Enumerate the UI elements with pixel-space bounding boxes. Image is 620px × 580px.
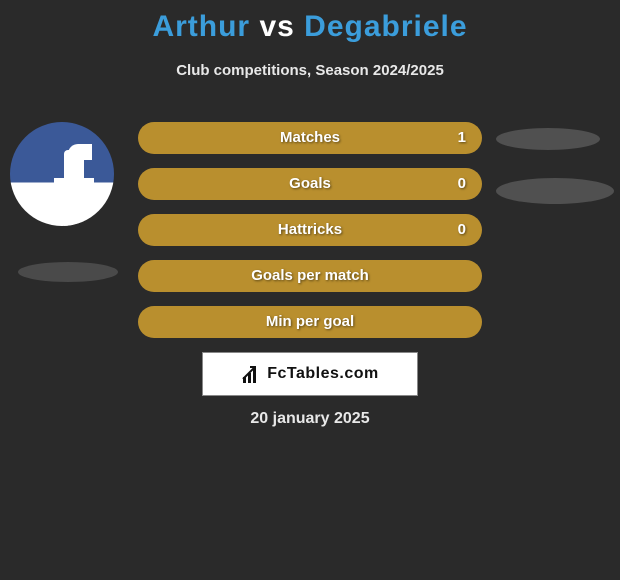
subtitle: Club competitions, Season 2024/2025	[0, 62, 620, 79]
stat-row-min-per-goal: Min per goal	[138, 306, 482, 338]
stat-row-hattricks: Hattricks 0	[138, 214, 482, 246]
stat-row-goals: Goals 0	[138, 168, 482, 200]
stat-value: 0	[458, 168, 466, 200]
bar-chart-arrow-icon	[241, 365, 261, 383]
stats-comparison-card: Arthur vs Degabriele Club competitions, …	[0, 0, 620, 580]
stat-label: Min per goal	[138, 306, 482, 338]
vs-separator: vs	[259, 10, 294, 43]
stat-label: Goals per match	[138, 260, 482, 292]
brand-text: FcTables.com	[267, 365, 379, 383]
stat-value: 1	[458, 122, 466, 154]
placeholder-shadow	[496, 128, 600, 150]
stats-list: Matches 1 Goals 0 Hattricks 0 Goals per …	[138, 122, 482, 352]
stat-label: Goals	[138, 168, 482, 200]
brand-attribution[interactable]: FcTables.com	[202, 352, 418, 396]
stat-label: Hattricks	[138, 214, 482, 246]
date-label: 20 january 2025	[0, 410, 620, 428]
stat-row-goals-per-match: Goals per match	[138, 260, 482, 292]
stat-value: 0	[458, 214, 466, 246]
placeholder-shadow	[496, 178, 614, 204]
stat-label: Matches	[138, 122, 482, 154]
stat-row-matches: Matches 1	[138, 122, 482, 154]
player2-name: Degabriele	[304, 10, 467, 43]
player1-name: Arthur	[152, 10, 250, 43]
avatar-shadow	[18, 262, 118, 282]
player1-avatar	[10, 122, 114, 226]
page-title: Arthur vs Degabriele	[0, 0, 620, 44]
